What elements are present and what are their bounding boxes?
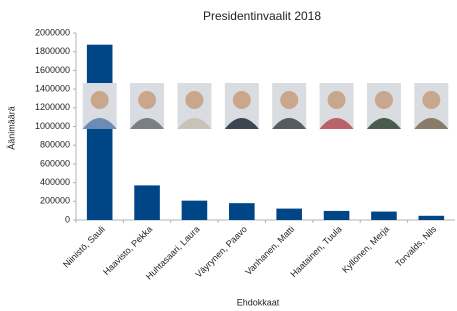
y-tick-label: 2000000 <box>35 27 70 37</box>
photo-head <box>185 91 203 109</box>
x-axis-label: Ehdokkaat <box>237 297 280 307</box>
bar <box>324 211 350 220</box>
x-tick-label: Väyrynen, Paavo <box>193 224 249 280</box>
photo-head <box>280 91 298 109</box>
chart-title: Presidentinvaalit 2018 <box>203 9 321 23</box>
y-tick-label: 800000 <box>40 140 70 150</box>
y-tick-label: 1400000 <box>35 83 70 93</box>
bar <box>182 201 208 220</box>
x-tick-label: Torvalds, Nils <box>393 224 438 269</box>
y-tick-label: 1200000 <box>35 102 70 112</box>
photo-head <box>422 91 440 109</box>
x-tick-label: Haavisto, Pekka <box>101 224 154 277</box>
x-tick-label: Kyllönen, Merja <box>340 224 391 275</box>
photo-head <box>328 91 346 109</box>
bar <box>276 209 302 220</box>
photo-head <box>91 91 109 109</box>
photo-head <box>233 91 251 109</box>
photo-head <box>375 91 393 109</box>
y-tick-label: 1000000 <box>35 121 70 131</box>
y-axis-label: Äänimäärä <box>6 106 16 150</box>
y-tick-label: 200000 <box>40 196 70 206</box>
y-tick-label: 0 <box>65 214 70 224</box>
chart: Presidentinvaalit 2018 Äänimäärä Ehdokka… <box>0 0 457 311</box>
y-tick-label: 600000 <box>40 158 70 168</box>
photo-head <box>138 91 156 109</box>
x-tick-label: Niinistö, Sauli <box>61 224 107 270</box>
bar <box>134 185 160 220</box>
bar <box>229 203 255 220</box>
bar <box>87 45 113 220</box>
x-tick-label: Vanhanen, Matti <box>243 224 296 277</box>
y-tick-label: 1800000 <box>35 46 70 56</box>
y-tick-label: 400000 <box>40 177 70 187</box>
x-tick-label: Haatainen, Tuula <box>288 224 343 279</box>
bar <box>371 212 397 220</box>
y-tick-label: 1600000 <box>35 65 70 75</box>
bar <box>419 216 445 220</box>
